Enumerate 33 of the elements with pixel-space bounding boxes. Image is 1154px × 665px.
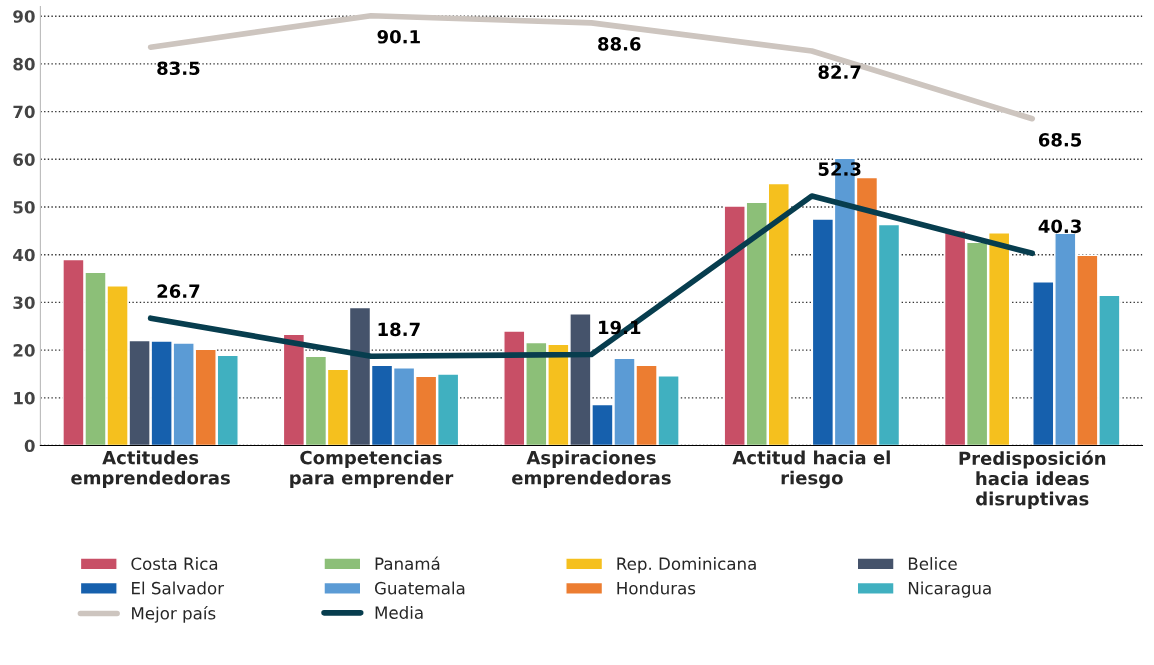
data-label: 18.7 bbox=[378, 322, 420, 337]
data-label: 83.5 bbox=[157, 61, 200, 76]
data-label: 40.3 bbox=[1038, 219, 1081, 234]
x-tick-label: Predisposición hacia ideas disruptivas bbox=[959, 450, 1106, 510]
y-tick-label: 30 bbox=[13, 296, 35, 309]
legend-label: Honduras bbox=[617, 581, 696, 595]
y-tick-label: 10 bbox=[14, 391, 35, 405]
x-tick-label: Aspiraciones emprendedoras bbox=[512, 450, 671, 489]
y-tick-label: 40 bbox=[13, 248, 35, 262]
data-label: 68.5 bbox=[1038, 132, 1082, 147]
y-tick-label: 70 bbox=[13, 105, 35, 119]
y-tick-label: 60 bbox=[13, 153, 35, 166]
y-tick-label: 80 bbox=[13, 57, 35, 71]
legend-label: Rep. Dominicana bbox=[617, 557, 756, 574]
data-label: 82.7 bbox=[818, 65, 861, 79]
y-tick-label: 0 bbox=[24, 439, 35, 453]
x-tick-label: Actitudes emprendedoras bbox=[71, 450, 230, 489]
legend-label: Mejor país bbox=[132, 606, 216, 623]
legend-label: Nicaragua bbox=[908, 581, 991, 598]
legend-label: Panamá bbox=[375, 556, 440, 571]
legend-label: Belice bbox=[908, 557, 957, 571]
data-label: 88.6 bbox=[598, 37, 641, 51]
data-label: 90.1 bbox=[377, 29, 420, 44]
y-tick-label: 20 bbox=[13, 344, 35, 357]
legend-label: Costa Rica bbox=[131, 557, 218, 571]
data-label: 26.7 bbox=[157, 284, 200, 299]
x-tick-label: Competencias para emprender bbox=[290, 450, 454, 489]
y-tick-label: 90 bbox=[13, 10, 35, 23]
legend-label: Media bbox=[375, 606, 423, 619]
legend-label: Guatemala bbox=[374, 581, 465, 595]
legend-label: El Salvador bbox=[132, 581, 225, 595]
x-tick-label: Actitud hacia el riesgo bbox=[732, 450, 890, 489]
y-tick-label: 50 bbox=[13, 200, 35, 214]
